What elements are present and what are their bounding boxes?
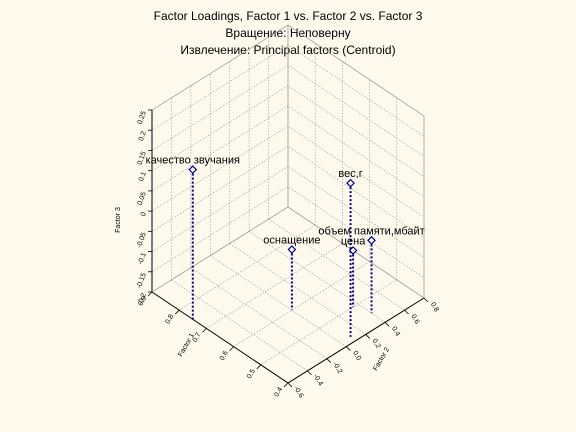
floor-grid-line bbox=[206, 243, 343, 329]
y-tick-label: 0.0 bbox=[351, 350, 362, 362]
z-tick-label: 0.1 bbox=[138, 171, 148, 183]
x-tick-mark bbox=[202, 328, 207, 333]
z-tick-label: -0.15 bbox=[136, 272, 148, 289]
z-tick-label: 0.15 bbox=[137, 151, 148, 166]
data-point bbox=[188, 165, 198, 175]
y-tick-mark bbox=[423, 297, 429, 303]
data-point bbox=[367, 236, 376, 245]
y-tick-label: 0.6 bbox=[409, 313, 420, 325]
y-tick-label: 0.2 bbox=[371, 338, 382, 350]
y-tick-mark bbox=[346, 346, 351, 351]
x-tick-label: 0.5 bbox=[246, 368, 257, 380]
z-tick-label: 0.2 bbox=[138, 130, 148, 142]
data-point bbox=[287, 245, 297, 254]
floor-grid-line bbox=[260, 279, 397, 366]
z-tick-label: -0.2 bbox=[137, 292, 148, 306]
floor-grid-line bbox=[248, 231, 386, 323]
floor-grid-line bbox=[190, 267, 328, 359]
x-tick-label: 0.7 bbox=[192, 332, 203, 344]
floor-back-edges bbox=[151, 206, 425, 299]
y-tick-mark bbox=[326, 358, 332, 363]
x-tick-mark bbox=[283, 382, 289, 388]
floor-grid-line bbox=[233, 261, 370, 347]
x-tick-mark bbox=[147, 291, 153, 297]
point-label: объем памяти,мбайт bbox=[318, 225, 424, 237]
z-tick-label: 0.25 bbox=[137, 110, 148, 125]
y-tick-label: -0.6 bbox=[292, 385, 304, 399]
y-axis-label: Factor 2 bbox=[372, 346, 391, 372]
data-point bbox=[346, 178, 355, 188]
x-tick-mark bbox=[174, 309, 180, 315]
y-tick-mark bbox=[307, 370, 312, 376]
chart-title: Factor Loadings, Factor 1 vs. Factor 2 v… bbox=[153, 9, 423, 23]
data-point bbox=[348, 246, 358, 255]
chart-titles: Factor Loadings, Factor 1 vs. Factor 2 v… bbox=[0, 8, 576, 59]
x-tick-label: 0.4 bbox=[273, 386, 284, 398]
y-tick-mark bbox=[287, 382, 293, 388]
z-tick-label: 0 bbox=[140, 211, 148, 217]
z-tick-label: 0.05 bbox=[137, 191, 148, 206]
point-label: вес,г bbox=[338, 168, 362, 180]
floor-grid-line bbox=[268, 218, 405, 311]
point-label: цена bbox=[341, 235, 366, 247]
y-tick-label: 0.8 bbox=[429, 301, 440, 313]
x-tick-label: 0.8 bbox=[164, 313, 175, 325]
y-tick-label: -0.2 bbox=[331, 361, 343, 375]
floor-grid-line bbox=[210, 255, 347, 347]
y-tick-mark bbox=[365, 334, 370, 339]
y-tick-label: 0.4 bbox=[390, 326, 401, 338]
y-tick-label: -0.4 bbox=[312, 373, 324, 387]
x-tick-mark bbox=[256, 364, 262, 370]
z-axis-label: Factor 3 bbox=[115, 207, 122, 233]
x-tick-label: 0.9 bbox=[137, 295, 148, 307]
x-axis-label: Factor 1 bbox=[177, 332, 196, 358]
z-tick-label: -0.1 bbox=[137, 252, 148, 266]
y-tick-mark bbox=[404, 309, 409, 315]
y-tick-mark bbox=[384, 322, 390, 327]
floor-grid-line bbox=[171, 279, 308, 372]
x-tick-mark bbox=[229, 346, 234, 351]
wall-grid-line bbox=[151, 206, 425, 299]
z-tick-label: -0.05 bbox=[136, 232, 148, 249]
floor-grid-line bbox=[229, 243, 366, 335]
point-label: оснащение bbox=[263, 235, 320, 247]
point-label: качество звучания bbox=[146, 155, 240, 167]
x-tick-label: 0.6 bbox=[219, 350, 230, 362]
